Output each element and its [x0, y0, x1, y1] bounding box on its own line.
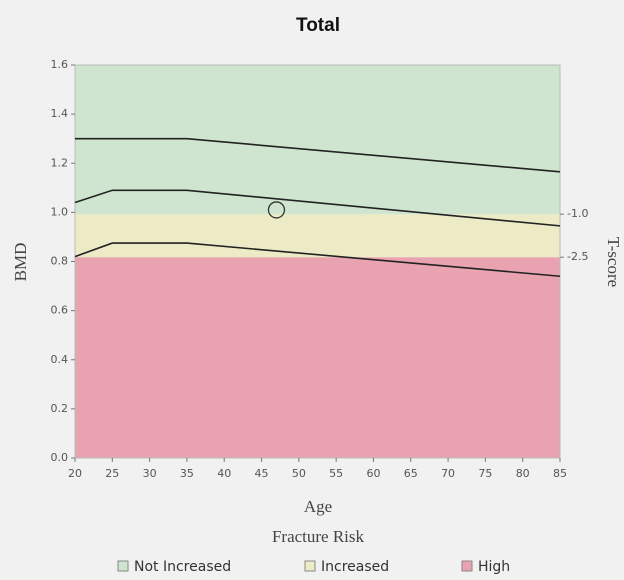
- x-tick-label: 60: [366, 467, 380, 480]
- y-tick-label: 0.4: [51, 353, 69, 366]
- y2-tick-label: -1.0: [567, 207, 588, 220]
- legend-label: Increased: [321, 559, 389, 575]
- x-tick-label: 65: [404, 467, 418, 480]
- x-tick-label: 80: [516, 467, 530, 480]
- reference-line: [74, 242, 561, 278]
- risk-band: [75, 65, 560, 215]
- legend-label: Not Increased: [134, 559, 231, 575]
- y-tick-label: 0.8: [51, 255, 69, 268]
- y-tick-label: 0.6: [51, 304, 69, 317]
- patient-point: [267, 201, 286, 219]
- legend-swatch: [461, 560, 473, 572]
- y-tick-label: 1.6: [51, 58, 69, 71]
- x-tick-label: 40: [217, 467, 231, 480]
- y2-tick-label: -2.5: [567, 250, 588, 263]
- x-tick-label: 35: [180, 467, 194, 480]
- x-tick-label: 70: [441, 467, 455, 480]
- reference-line: [75, 137, 561, 173]
- x-tick-label: 30: [143, 467, 157, 480]
- x-tick-label: 25: [105, 467, 119, 480]
- legend-title: Fracture Risk: [272, 527, 365, 546]
- y2-axis-label: T-score: [604, 237, 623, 287]
- x-tick-label: 55: [329, 467, 343, 480]
- y-tick-label: 0.0: [51, 451, 69, 464]
- y-tick-label: 1.4: [51, 107, 69, 120]
- x-tick-label: 50: [292, 467, 306, 480]
- x-tick-label: 75: [478, 467, 492, 480]
- y-axis-label: BMD: [11, 243, 30, 282]
- x-axis-label: Age: [304, 497, 332, 516]
- legend-swatch: [304, 560, 316, 572]
- risk-band: [75, 214, 560, 258]
- y-tick-label: 1.2: [51, 156, 69, 169]
- risk-band: [75, 257, 560, 458]
- reference-line: [74, 189, 561, 227]
- x-tick-label: 20: [68, 467, 82, 480]
- x-tick-label: 85: [553, 467, 567, 480]
- x-tick-label: 45: [255, 467, 269, 480]
- legend-label: High: [478, 559, 510, 575]
- y-tick-label: 0.2: [51, 402, 69, 415]
- legend-swatch: [117, 560, 129, 572]
- y-tick-label: 1.0: [51, 205, 69, 218]
- chart-title: Total: [296, 15, 340, 36]
